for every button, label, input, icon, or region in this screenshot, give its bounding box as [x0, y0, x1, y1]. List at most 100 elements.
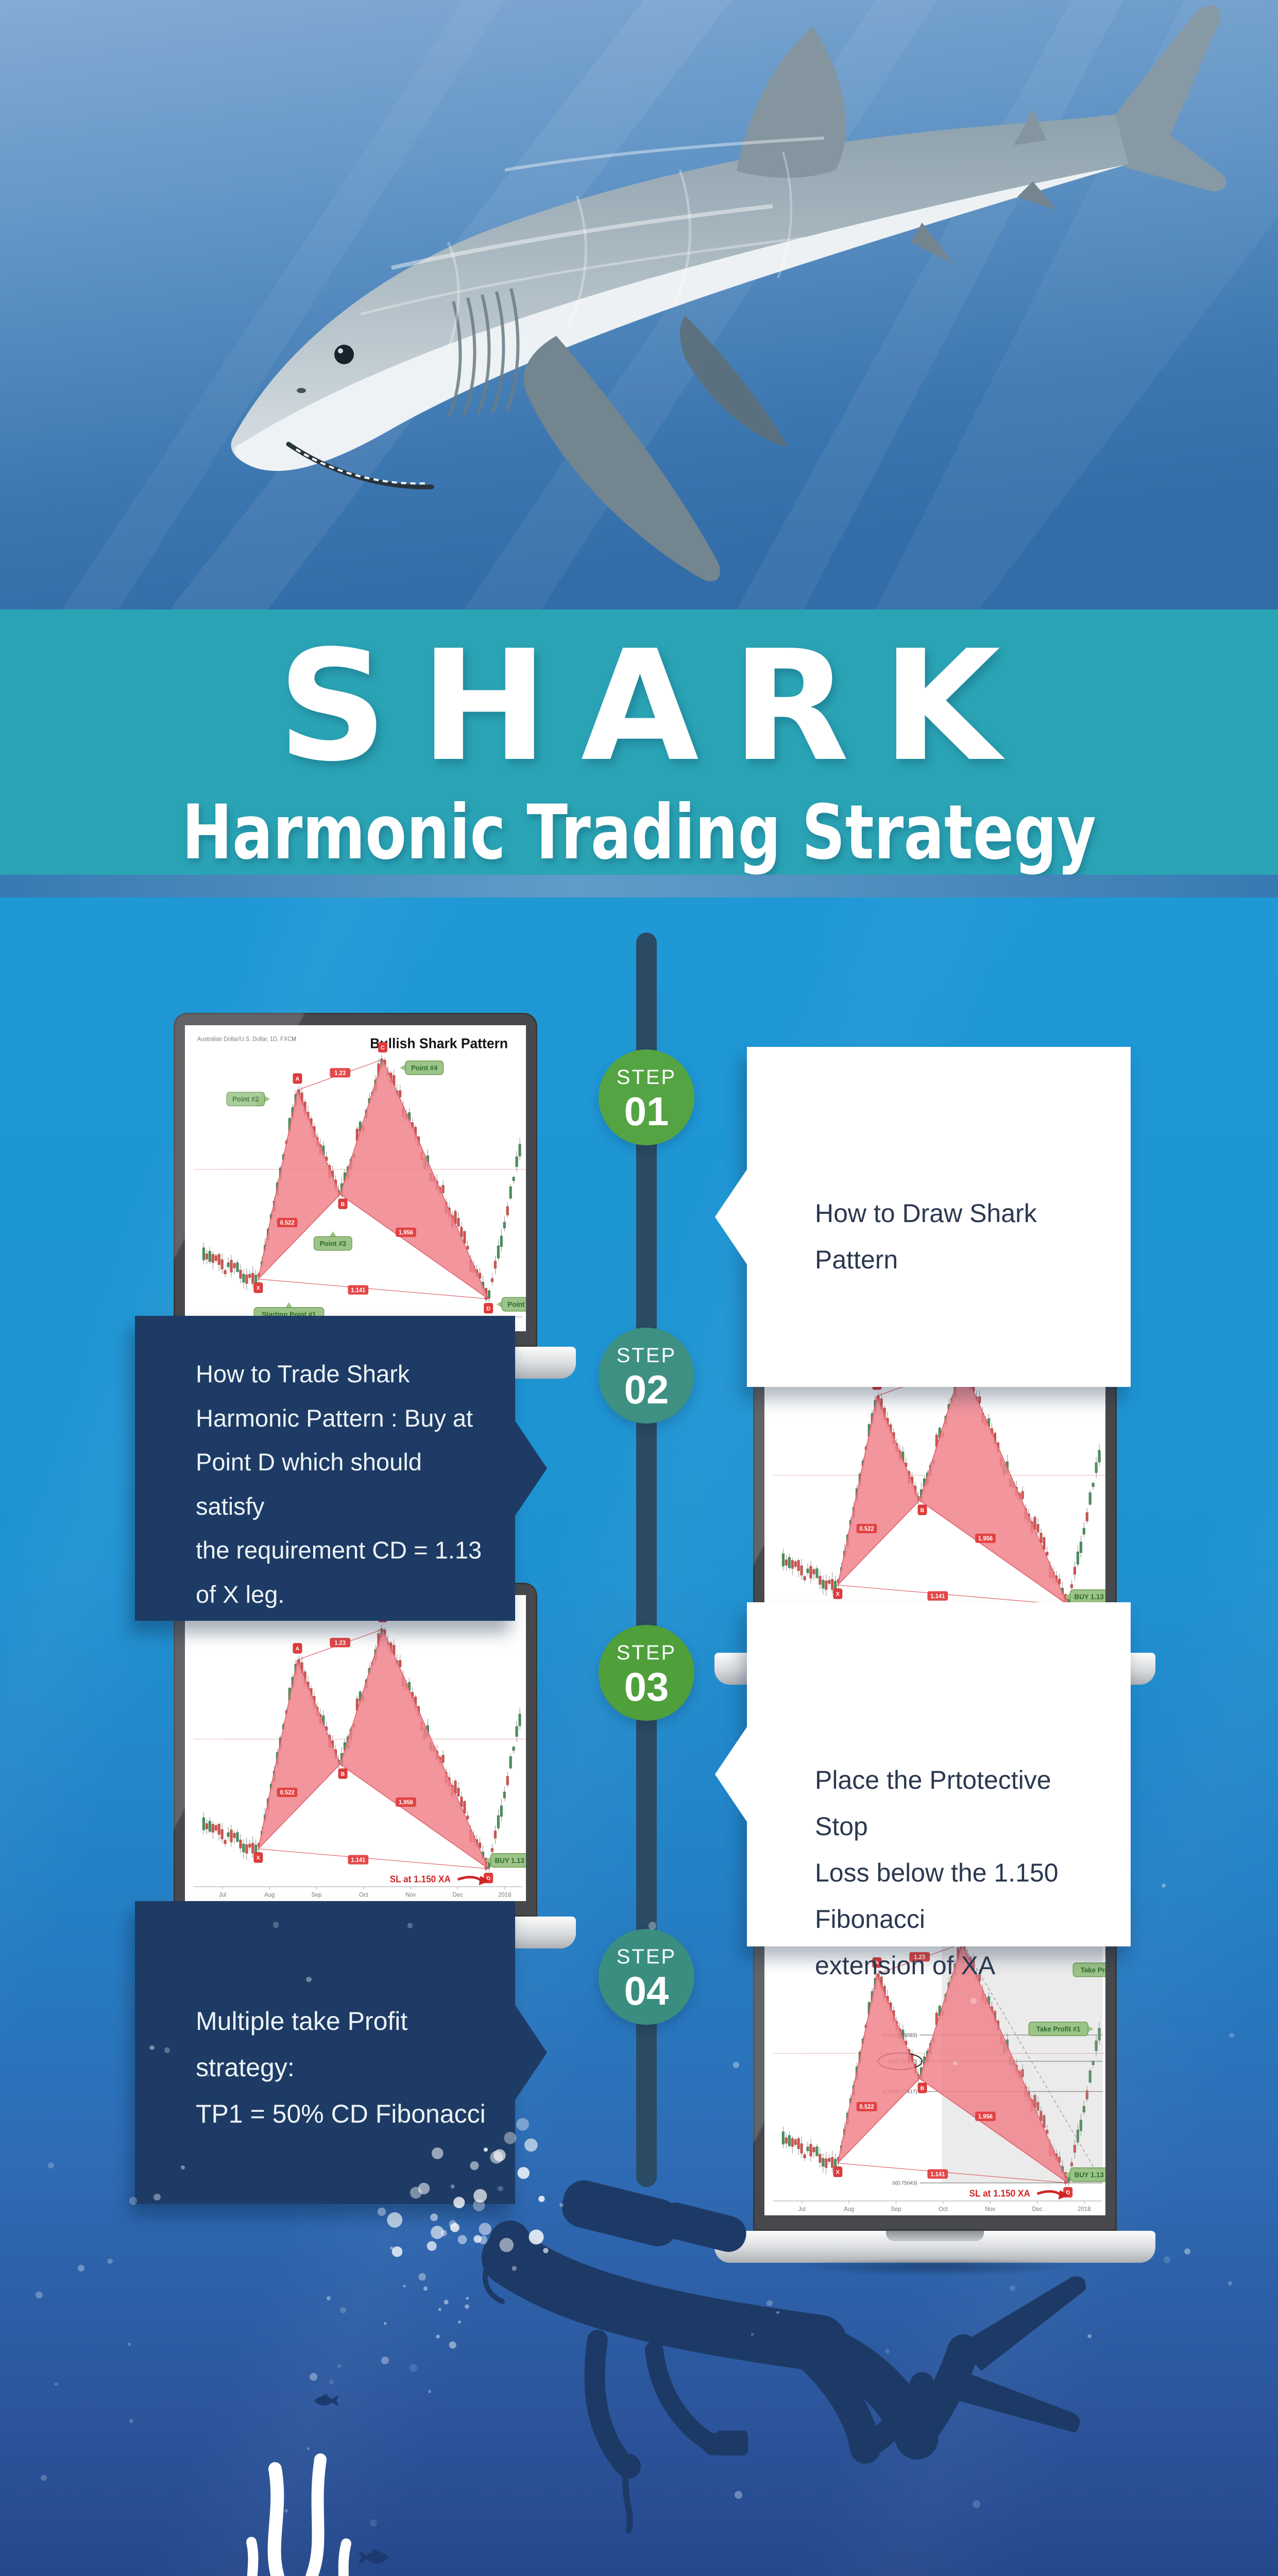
step-word: STEP — [616, 1945, 677, 1968]
shark-eye-glint — [338, 348, 343, 353]
water-particle — [1228, 2281, 1232, 2285]
svg-text:1.956: 1.956 — [399, 1230, 414, 1236]
svg-text:1.141: 1.141 — [351, 1287, 366, 1294]
callout-arrow-right-icon — [514, 2004, 547, 2102]
svg-text:Take Profit #2: Take Profit #2 — [1081, 1966, 1105, 1974]
shark-second-dorsal-fin — [1014, 109, 1047, 145]
water-particle — [54, 2382, 58, 2386]
svg-text:2018: 2018 — [1078, 2206, 1090, 2212]
svg-text:1.956: 1.956 — [978, 2114, 993, 2120]
svg-text:X: X — [836, 1591, 840, 1597]
step-word: STEP — [616, 1641, 677, 1664]
scuba-diver — [355, 2103, 1087, 2536]
svg-text:1.141: 1.141 — [351, 1857, 366, 1863]
svg-text:0.522: 0.522 — [280, 1220, 295, 1226]
svg-text:C: C — [381, 1045, 385, 1051]
callout-step3: Place the Prtotective Stop Loss below th… — [715, 1602, 1131, 1980]
step-word: STEP — [616, 1344, 677, 1367]
scuba-diver-art — [384, 2118, 1086, 2534]
water-particle — [47, 2162, 54, 2169]
page-title: SHARK — [277, 617, 1034, 795]
water-particle — [1184, 2248, 1191, 2255]
seabed-art — [0, 2392, 1278, 2576]
svg-text:2018: 2018 — [498, 1892, 511, 1898]
svg-text:1.141: 1.141 — [930, 1594, 945, 1600]
shark-anal-fin — [1017, 181, 1057, 210]
svg-text:1.23: 1.23 — [914, 1954, 925, 1960]
laptop-notch — [886, 2231, 984, 2241]
great-white-shark — [231, 5, 1226, 582]
svg-text:Bullish Shark Pattern: Bullish Shark Pattern — [370, 1035, 508, 1052]
svg-text:Sep: Sep — [891, 2206, 901, 2212]
step-02-badge: STEP 02 — [599, 1328, 694, 1423]
svg-text:A: A — [296, 1076, 300, 1082]
caustic-light-on-body — [360, 137, 825, 356]
diver-silhouette — [482, 2180, 1086, 2534]
shark-eye — [334, 345, 354, 364]
svg-text:SL at 1.150 XA: SL at 1.150 XA — [390, 1874, 451, 1885]
svg-text:SL at 1.150 XA: SL at 1.150 XA — [969, 2188, 1030, 2199]
callout-step1: How to Draw Shark Pattern — [715, 1047, 1131, 1387]
svg-text:0.522: 0.522 — [860, 2104, 874, 2110]
svg-text:Jul: Jul — [798, 2206, 806, 2212]
shark-dorsal-fin — [737, 27, 846, 178]
water-particle — [339, 2307, 347, 2313]
timeline-section: Australian Dollar/U.S. Dollar, 1D, FXCM B… — [0, 897, 1278, 2576]
svg-text:0(0.75043): 0(0.75043) — [893, 2180, 917, 2186]
svg-text:BUY 1.13: BUY 1.13 — [1075, 2171, 1104, 2179]
svg-text:A: A — [296, 1646, 300, 1652]
step-04-badge: STEP 04 — [599, 1929, 694, 2025]
svg-text:D: D — [486, 1306, 490, 1312]
svg-text:Oct: Oct — [359, 1892, 368, 1898]
callout-step4: Multiple take Profit strategy: TP1 = 50%… — [135, 1901, 547, 2204]
water-particle — [337, 2364, 341, 2368]
white-corals — [246, 2453, 351, 2576]
step-word: STEP — [616, 1066, 677, 1089]
svg-text:BUY 1.13: BUY 1.13 — [1075, 1593, 1104, 1601]
svg-text:Take Profit #1: Take Profit #1 — [1036, 2025, 1081, 2033]
svg-text:1.956: 1.956 — [399, 1800, 414, 1806]
svg-text:B: B — [921, 2086, 925, 2092]
svg-text:Dec: Dec — [1032, 2206, 1043, 2212]
callout-arrow-left-icon — [715, 1725, 748, 1823]
svg-text:B: B — [341, 1201, 345, 1208]
svg-text:Aug: Aug — [844, 2206, 854, 2212]
shark-gills — [448, 288, 520, 417]
svg-text:B: B — [921, 1507, 925, 1514]
step-01-badge: STEP 01 — [599, 1049, 694, 1145]
svg-text:D: D — [1066, 2190, 1070, 2196]
callout-arrow-left-icon — [715, 1168, 748, 1266]
svg-text:X: X — [257, 1855, 261, 1861]
water-particle — [1229, 2032, 1234, 2038]
step-number: 04 — [624, 1968, 669, 2013]
svg-text:1.23: 1.23 — [334, 1640, 346, 1646]
svg-text:Dec: Dec — [453, 1892, 463, 1898]
svg-text:Sep: Sep — [312, 1892, 322, 1898]
svg-text:A: A — [875, 1960, 879, 1966]
laptop-screen: Australian Dollar/U.S. Dollar, 1D, FXCMB… — [174, 1583, 537, 1917]
shark-pectoral-fin — [523, 336, 720, 582]
step-03-badge: STEP 03 — [599, 1625, 694, 1721]
svg-text:Oct: Oct — [939, 2206, 948, 2212]
shark-photo-art — [0, 0, 1278, 609]
svg-text:Aug: Aug — [264, 1892, 275, 1898]
svg-text:Point #3: Point #3 — [320, 1240, 347, 1247]
water-particle — [1087, 2334, 1092, 2338]
svg-text:D: D — [486, 1875, 490, 1882]
svg-text:Jul: Jul — [219, 1892, 226, 1898]
chart-step3: Australian Dollar/U.S. Dollar, 1D, FXCMB… — [185, 1595, 526, 1901]
title-band: SHARK Harmonic Trading Strategy — [0, 609, 1278, 897]
svg-text:X: X — [836, 2169, 840, 2175]
shark-caudal-fin — [1115, 5, 1226, 192]
callout-step4-text: Multiple take Profit strategy: TP1 = 50%… — [196, 2007, 486, 2128]
svg-text:Point #5: Point #5 — [507, 1300, 526, 1308]
svg-text:1.956: 1.956 — [978, 1536, 993, 1542]
shark-teeth — [295, 448, 428, 485]
water-particle — [1161, 1884, 1166, 1888]
water-particle — [107, 2258, 113, 2264]
svg-text:Nov: Nov — [405, 1892, 416, 1898]
callout-arrow-right-icon — [514, 1419, 547, 1517]
shark-far-pectoral-fin — [679, 315, 788, 447]
